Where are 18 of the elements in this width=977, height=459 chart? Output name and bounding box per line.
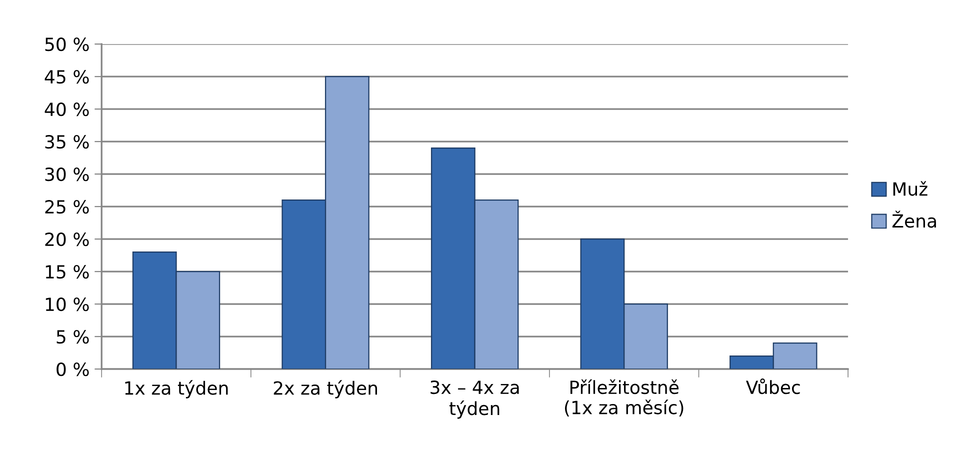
x-tick-label: 1x za týden (125, 380, 228, 398)
x-tick-label: 2x za týden (274, 380, 377, 398)
legend-label: Žena (892, 210, 936, 228)
x-tick-label: 3x – 4x za týden (430, 380, 519, 419)
y-tick-label: 0 % (56, 362, 89, 376)
legend-label: Muž (893, 181, 928, 196)
y-tick-label: 40 % (44, 102, 89, 116)
y-tick-label: 25 % (45, 200, 89, 214)
y-tick-label: 5 % (56, 330, 89, 344)
y-tick-label: 45 % (44, 70, 89, 84)
y-tick-label: 15 % (46, 265, 89, 279)
y-tick-label: 30 % (45, 168, 89, 182)
x-tick-label: Vůbec (746, 378, 800, 394)
y-tick-label: 20 % (45, 232, 89, 246)
x-tick-label: Příležitostně (1x za měsíc) (564, 379, 684, 416)
y-tick-label: 50 % (45, 38, 89, 52)
y-tick-label: 10 % (46, 298, 89, 312)
y-tick-label: 35 % (45, 135, 89, 149)
